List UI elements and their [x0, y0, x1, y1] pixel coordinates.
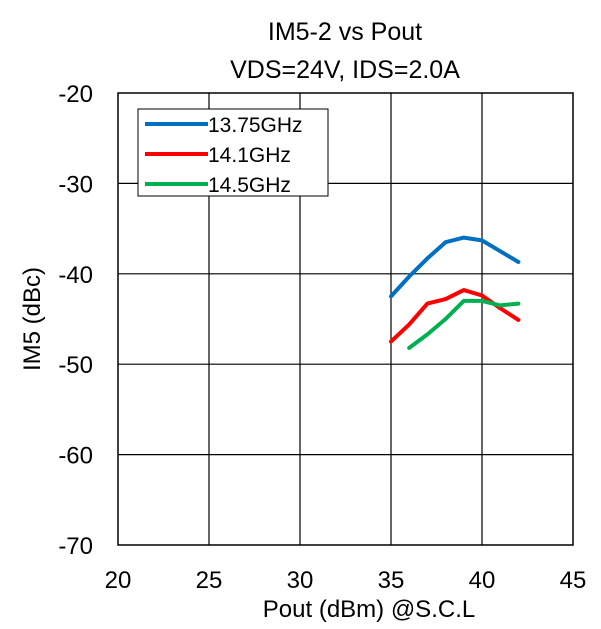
x-tick-label: 35: [378, 567, 405, 594]
x-tick-label: 45: [560, 567, 587, 594]
x-axis-label: Pout (dBm) @S.C.L: [263, 596, 475, 623]
legend-label: 13.75GHz: [208, 114, 303, 137]
y-tick-label: -20: [58, 81, 93, 108]
y-tick-labels: -20 -30 -40 -50 -60 -70: [58, 81, 93, 560]
y-tick-label: -50: [58, 352, 93, 379]
legend: 13.75GHz 14.1GHz 14.5GHz: [137, 108, 329, 197]
x-tick-labels: 20 25 30 35 40 45: [105, 567, 587, 594]
x-tick-label: 20: [105, 567, 132, 594]
chart-subtitle: VDS=24V, IDS=2.0A: [230, 56, 460, 84]
y-tick-label: -60: [58, 443, 93, 470]
series-lines: [389, 235, 521, 350]
x-tick-label: 40: [469, 567, 496, 594]
series-line-14.1GHz: [389, 288, 521, 344]
y-axis-label: IM5 (dBc): [19, 267, 46, 371]
y-tick-label: -40: [58, 262, 93, 289]
plot-area: [117, 92, 574, 546]
legend-label: 14.1GHz: [208, 144, 291, 167]
y-tick-label: -30: [58, 171, 93, 198]
x-tick-label: 30: [287, 567, 314, 594]
series-line-13.75GHz: [389, 235, 521, 299]
series-line-14.5GHz: [407, 298, 521, 350]
y-tick-label: -70: [58, 533, 93, 560]
x-tick-label: 25: [196, 567, 223, 594]
chart-title: IM5-2 vs Pout: [268, 18, 422, 46]
legend-label: 14.5GHz: [208, 174, 291, 197]
